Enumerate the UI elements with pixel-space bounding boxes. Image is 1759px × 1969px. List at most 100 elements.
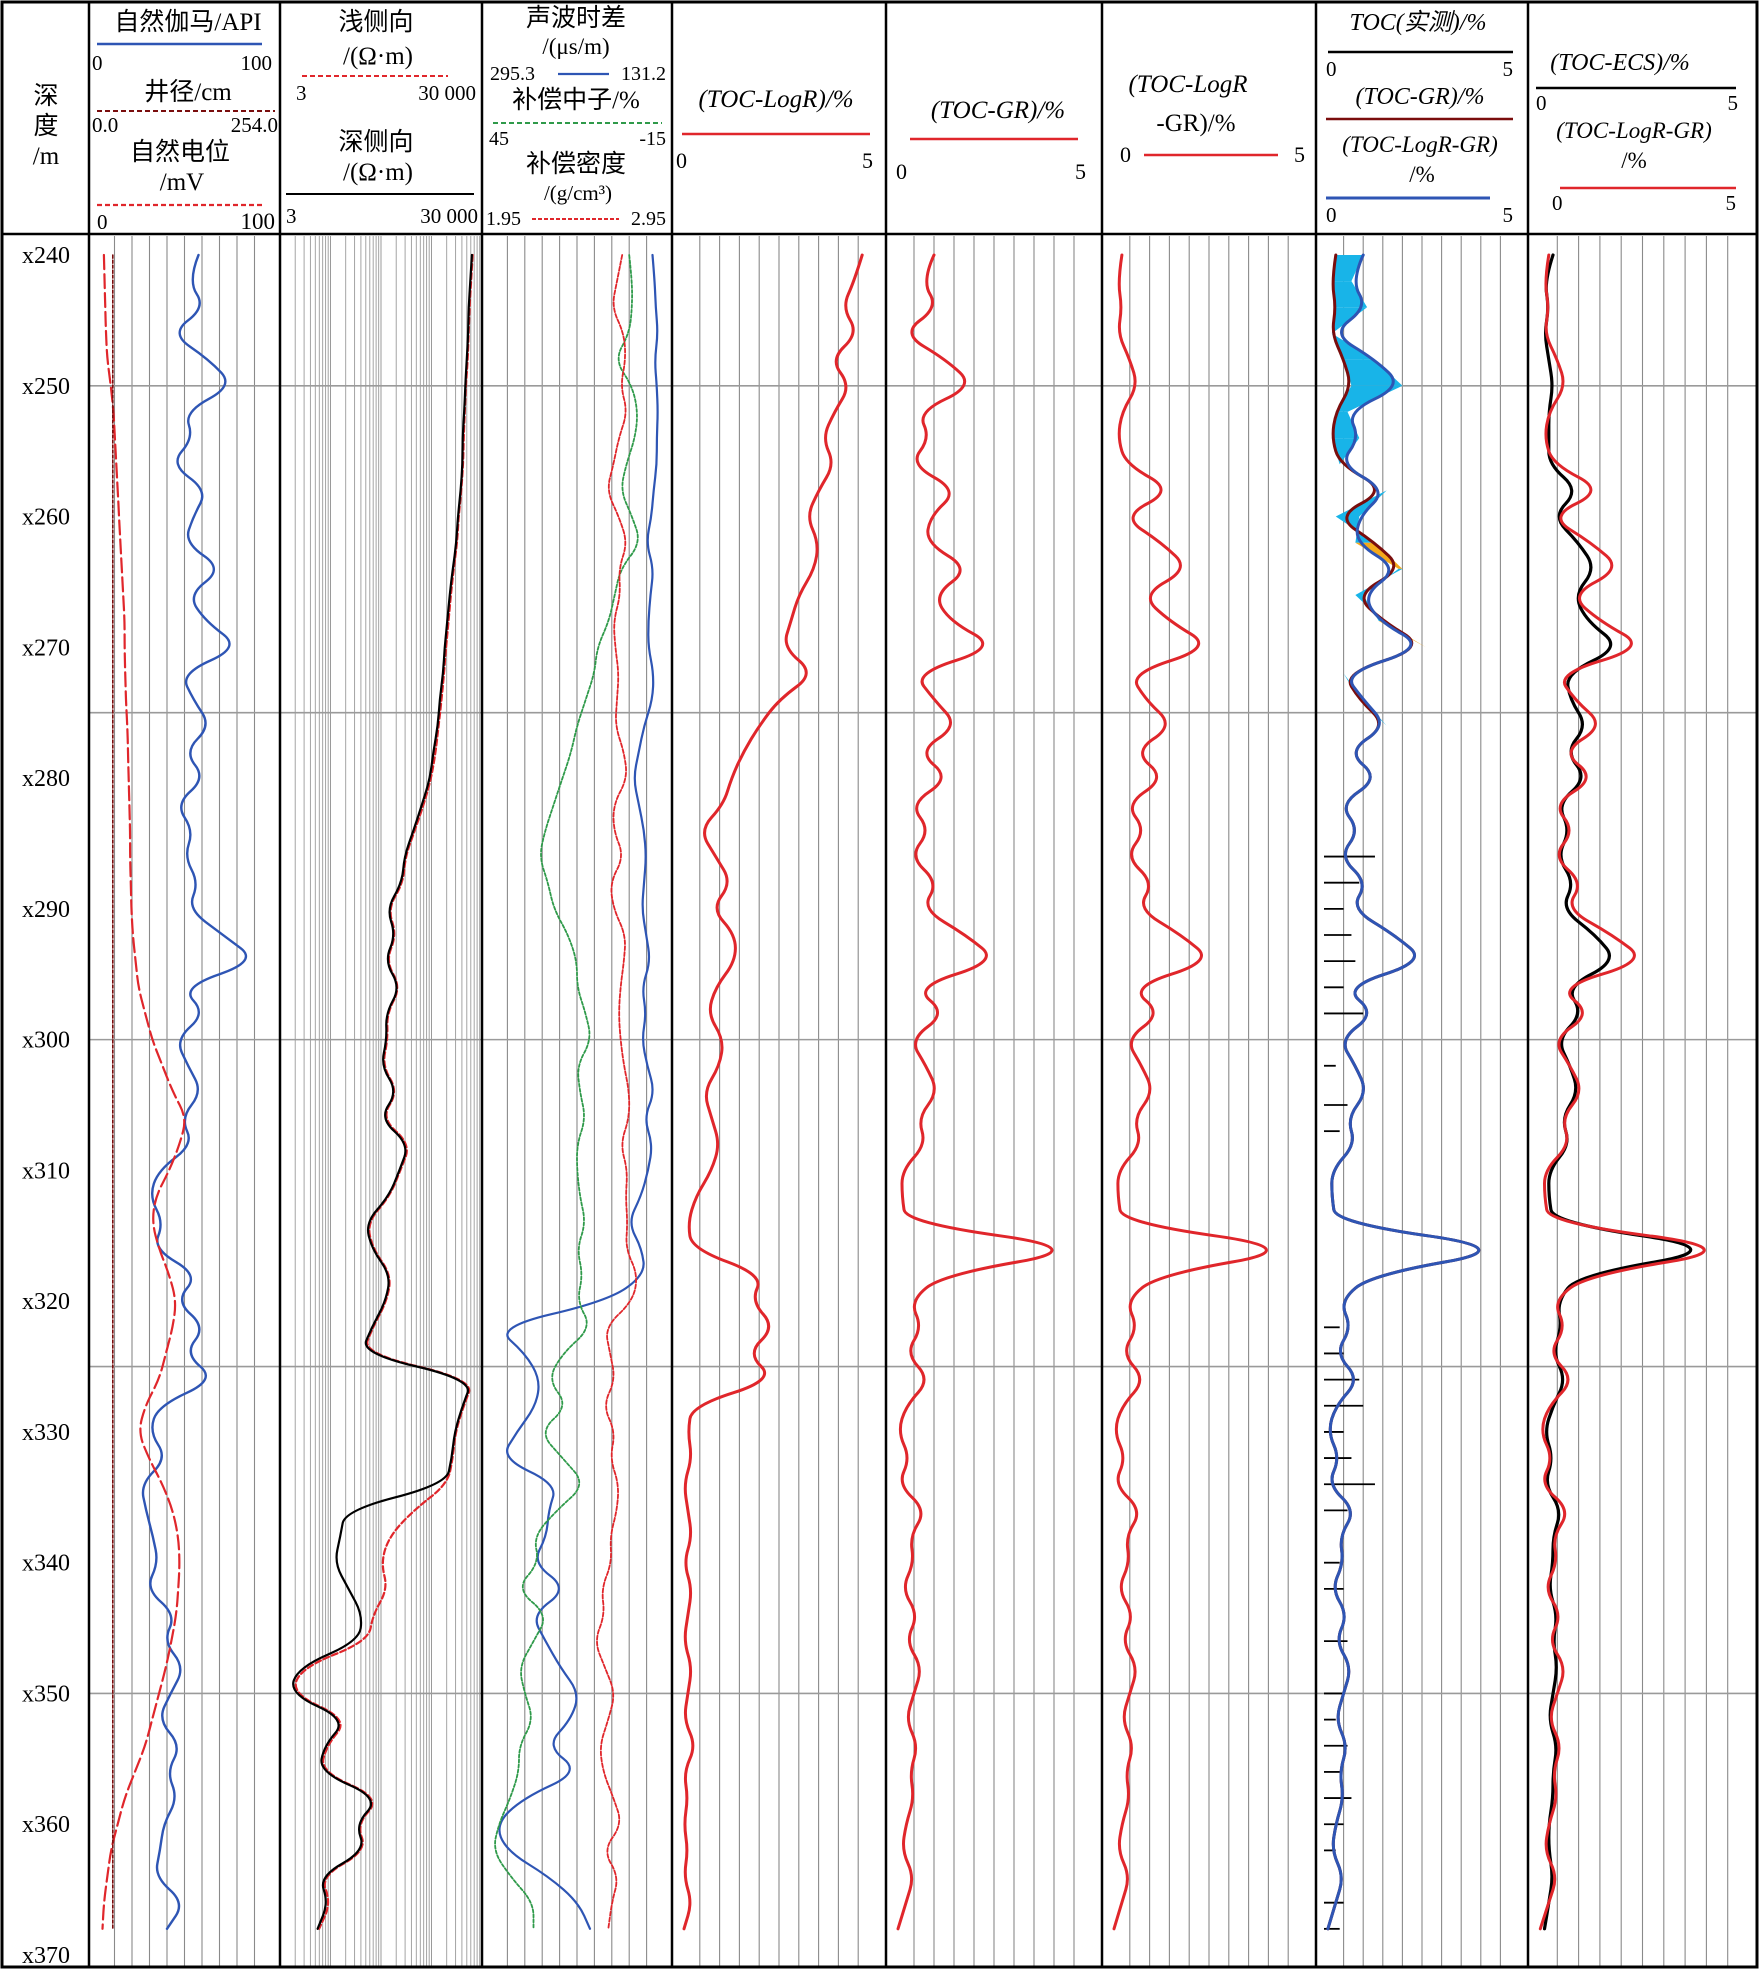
sp-min: 0 <box>97 210 108 234</box>
toc-difference-fill <box>1343 359 1403 386</box>
cal-max: 254.0 <box>231 113 278 137</box>
track7-series2-curve <box>1326 253 1481 1931</box>
depth-tick-label: x240 <box>22 243 70 269</box>
track6-header: (TOC-LogR -GR)/% 0 5 <box>1120 71 1305 167</box>
den-min: 1.95 <box>486 208 521 230</box>
cnl-max: -15 <box>639 128 666 150</box>
track4-header: (TOC-LogR)/% 0 5 <box>676 86 873 173</box>
depth-tick-label: x330 <box>22 1420 70 1446</box>
header: 深 度 /m 自然伽马/API 0 100 井径/cm 0.0 254.0 自然… <box>33 4 1738 234</box>
shallow-title-2: /(Ω·m) <box>343 43 413 70</box>
toc-measured-min: 0 <box>1326 57 1337 81</box>
track1-series2-curve <box>101 253 186 1930</box>
track7-header: TOC(实测)/% 0 5 (TOC-GR)/% (TOC-LogR-GR) /… <box>1326 9 1513 227</box>
den-title-2: /(g/cm³) <box>544 181 612 205</box>
track3-series3-curve <box>596 254 637 1930</box>
deep-title-1: 深侧向 <box>338 128 413 156</box>
track1-header: 自然伽马/API 0 100 井径/cm 0.0 254.0 自然电位 /mV … <box>92 8 278 234</box>
depth-tick-label: x370 <box>22 1943 70 1969</box>
den-title-1: 补偿密度 <box>526 150 626 178</box>
gr-title: 自然伽马/API <box>114 8 261 36</box>
track2-series2-curve <box>292 253 473 1930</box>
sp-title-2: /mV <box>160 169 204 196</box>
toc-ecs-min: 0 <box>1536 91 1547 115</box>
depth-header-char-1: 深 <box>33 82 58 110</box>
toc-difference-fill <box>1335 385 1403 412</box>
toc-gr-min: 0 <box>896 159 907 184</box>
cnl-title: 补偿中子/% <box>512 86 640 114</box>
depth-tick-label: x260 <box>22 505 70 531</box>
depth-tick-label: x250 <box>22 374 70 400</box>
toc-measured-title: TOC(实测)/% <box>1350 9 1487 36</box>
shallow-title-1: 浅侧向 <box>338 8 413 36</box>
shallow-min: 3 <box>296 81 307 105</box>
track8-header: (TOC-ECS)/% 0 5 (TOC-LogR-GR) /% 0 5 <box>1536 50 1738 215</box>
cal-title: 井径/cm <box>144 78 232 106</box>
track5-header: (TOC-GR)/% 0 5 <box>896 97 1086 184</box>
toc-difference-fill <box>1331 411 1360 439</box>
toc-logr-gr-title-t7-2: /% <box>1409 162 1435 187</box>
curve-layer <box>101 253 1706 1931</box>
track6-series1-curve <box>1112 253 1268 1931</box>
track7-series3-curve <box>1326 253 1481 1931</box>
toc-logr-gr-title-t8-2: /% <box>1621 148 1647 173</box>
track2-header: 浅侧向 /(Ω·m) 3 30 000 深侧向 /(Ω·m) 3 30 000 <box>286 8 478 228</box>
toc-gr-title: (TOC-GR)/% <box>931 97 1065 124</box>
depth-tick-label: x320 <box>22 1289 70 1315</box>
depth-header-char-2: 度 <box>33 112 58 140</box>
grid-layer <box>89 236 1757 1966</box>
cnl-min: 45 <box>489 128 509 150</box>
cal-min: 0.0 <box>92 113 118 137</box>
depth-tick-label: x300 <box>22 1028 70 1054</box>
ac-max: 131.2 <box>621 63 666 85</box>
depth-tick-label: x290 <box>22 897 70 923</box>
deep-min: 3 <box>286 204 297 228</box>
toc-logr-title: (TOC-LogR)/% <box>698 86 853 113</box>
deep-max: 30 000 <box>420 204 478 228</box>
sp-max: 100 <box>241 209 276 234</box>
toc-logr-gr-title-t7-1: (TOC-LogR-GR) <box>1342 132 1497 157</box>
track3-series2-curve <box>494 254 639 1930</box>
depth-axis: x240 x250 x260 x270 x280 x290 x300 x310 x320 x330… <box>22 243 70 1969</box>
den-max: 2.95 <box>631 208 666 230</box>
toc-logr-gr-min: 0 <box>1120 142 1131 167</box>
toc-measured-max: 5 <box>1503 57 1514 81</box>
track3-series1-curve <box>498 253 659 1930</box>
toc-ecs-title: (TOC-ECS)/% <box>1550 50 1690 76</box>
depth-tick-label: x280 <box>22 766 70 792</box>
toc-logr-gr-min-t7: 0 <box>1326 203 1337 227</box>
shallow-max: 30 000 <box>418 81 476 105</box>
toc-logr-gr-max: 5 <box>1294 142 1305 167</box>
gr-min: 0 <box>92 51 103 75</box>
deep-title-2: /(Ω·m) <box>343 159 413 186</box>
gr-max: 100 <box>241 51 273 75</box>
sp-title-1: 自然电位 <box>130 138 230 166</box>
toc-difference-fill <box>1331 255 1364 282</box>
depth-tick-label: x310 <box>22 1158 70 1184</box>
depth-tick-label: x360 <box>22 1812 70 1838</box>
toc-logr-gr-title-t8-1: (TOC-LogR-GR) <box>1556 118 1711 143</box>
toc-logr-gr-title-1: (TOC-LogR <box>1128 71 1247 98</box>
track8-series2-curve <box>1538 253 1706 1931</box>
toc-logr-gr-max-t8: 5 <box>1726 191 1737 215</box>
track3-header: 声波时差 /(μs/m) 295.3 131.2 补偿中子/% 45 -15 补… <box>486 4 666 230</box>
ac-title-1: 声波时差 <box>526 4 626 32</box>
track1-series1-curve <box>141 253 247 1930</box>
toc-ecs-max: 5 <box>1728 91 1739 115</box>
toc-gr-title-t7: (TOC-GR)/% <box>1356 84 1485 110</box>
toc-gr-max: 5 <box>1075 159 1086 184</box>
depth-tick-label: x270 <box>22 635 70 661</box>
toc-logr-gr-max-t7: 5 <box>1503 203 1514 227</box>
track4-series1-curve <box>682 253 864 1931</box>
ac-min: 295.3 <box>490 63 535 85</box>
toc-difference-fill <box>1331 281 1368 308</box>
depth-header-unit: /m <box>33 143 60 170</box>
toc-logr-gr-min-t8: 0 <box>1552 191 1563 215</box>
depth-tick-label: x340 <box>22 1551 70 1577</box>
toc-logr-gr-title-2: -GR)/% <box>1156 110 1235 137</box>
depth-tick-label: x350 <box>22 1681 70 1707</box>
